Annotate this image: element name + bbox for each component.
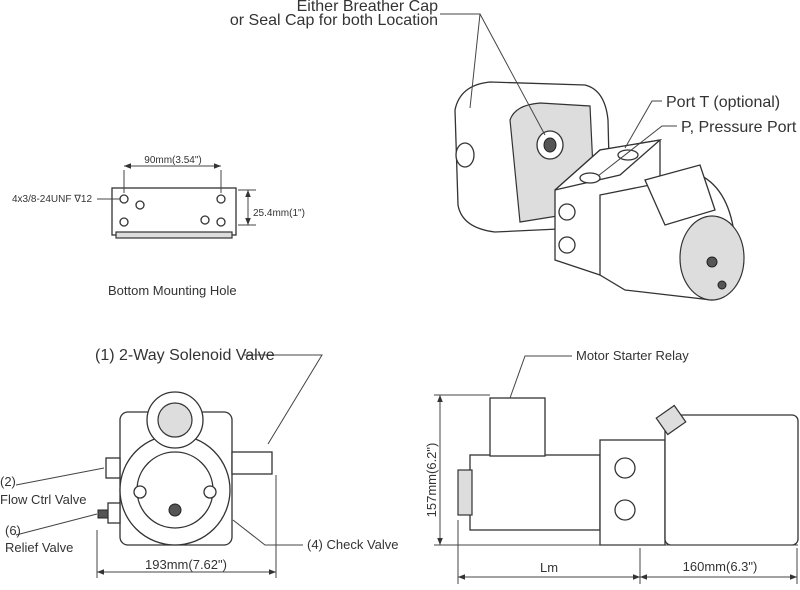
front-view-shape: [244, 354, 323, 445]
callout: (6): [5, 523, 21, 538]
callout: (4) Check Valve: [307, 537, 399, 552]
callout: 4x3/8-24UNF ∇12: [12, 194, 92, 205]
mounting-plate-shape: [119, 217, 129, 227]
side-view-shape: [457, 469, 473, 516]
front-view-shape: [97, 509, 109, 519]
side-view-shape: [655, 404, 687, 436]
iso-unit-shape: [617, 149, 639, 161]
side-view-shape: [614, 457, 636, 479]
iso-unit: [440, 13, 745, 301]
side-view: [434, 355, 799, 584]
front-view-shape: [105, 457, 121, 479]
front-view-shape: [231, 451, 273, 475]
iso-unit-shape: [543, 137, 557, 153]
callout: (2): [0, 474, 16, 489]
front-view-shape: [157, 402, 193, 438]
callout: Port T (optional): [666, 94, 780, 111]
side-view-shape: [489, 397, 546, 457]
callout: Motor Starter Relay: [576, 348, 689, 363]
dimension: 193mm(7.62"): [145, 557, 227, 572]
dimension: Lm: [540, 560, 558, 575]
front-view-shape: [107, 502, 121, 524]
iso-unit-shape: [597, 100, 677, 177]
callout: Flow Ctrl Valve: [0, 492, 86, 507]
dimension: 160mm(6.3"): [683, 559, 758, 574]
front-view-shape: [203, 485, 217, 499]
caption: Bottom Mounting Hole: [108, 283, 237, 298]
side-view-shape: [509, 355, 572, 399]
mounting-plate-shape: [123, 170, 222, 193]
iso-unit-shape: [455, 142, 475, 168]
side-view-shape: [434, 394, 490, 546]
dimension: 90mm(3.54"): [144, 155, 201, 166]
mounting-plate-shape: [115, 231, 233, 239]
iso-unit-shape: [440, 13, 546, 136]
mounting-plate-shape: [119, 194, 129, 204]
iso-unit-shape: [579, 172, 601, 184]
iso-unit-shape: [644, 164, 716, 226]
mounting-plate-shape: [111, 187, 237, 236]
front-view-shape: [15, 467, 105, 536]
callout: Either Breather Cap: [297, 0, 439, 15]
side-view-shape: [664, 414, 799, 546]
front-view-shape: [133, 485, 147, 499]
mounting-plate-shape: [216, 217, 226, 227]
callout: P, Pressure Port: [681, 119, 797, 136]
mounting-plate-shape: [135, 200, 145, 210]
mounting-plate: [97, 163, 256, 239]
front-view: [15, 354, 323, 578]
callout: Relief Valve: [5, 540, 73, 555]
dimension: 157mm(6.2"): [424, 443, 439, 518]
side-view-shape: [469, 454, 601, 531]
side-view-shape: [599, 439, 666, 546]
mounting-plate-shape: [200, 215, 210, 225]
iso-unit-shape: [717, 280, 727, 290]
callout: (1) 2-Way Solenoid Valve: [95, 347, 275, 364]
side-view-shape: [614, 499, 636, 521]
front-view-shape: [168, 503, 182, 517]
front-view-shape: [136, 451, 214, 529]
iso-unit-shape: [706, 256, 718, 268]
dimension: 25.4mm(1"): [253, 208, 305, 219]
callout: or Seal Cap for both Location: [230, 12, 438, 29]
mounting-plate-shape: [216, 194, 226, 204]
front-view-shape: [232, 519, 303, 546]
iso-unit-shape: [558, 236, 576, 254]
iso-unit-shape: [558, 203, 576, 221]
